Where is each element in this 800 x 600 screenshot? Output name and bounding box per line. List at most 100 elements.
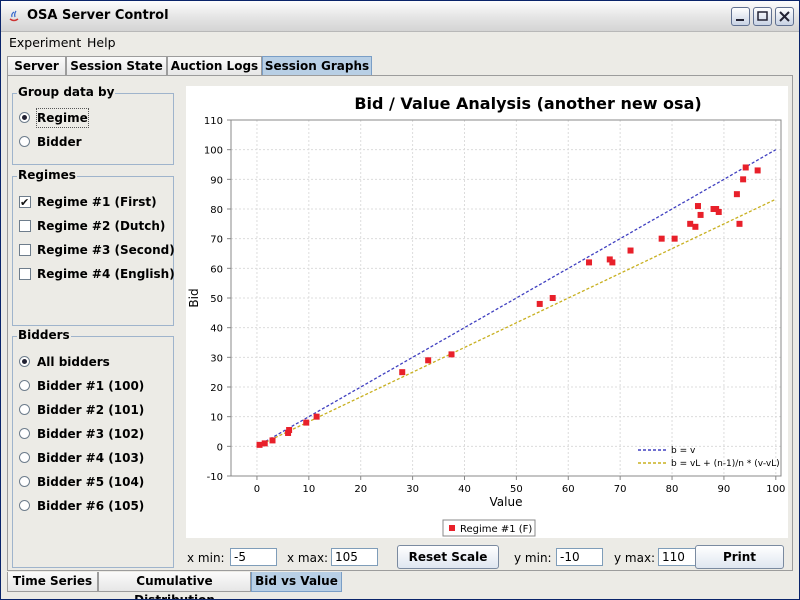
regimes-title: Regimes	[17, 168, 77, 182]
x-tick-label: 70	[614, 484, 627, 495]
data-point	[715, 208, 722, 215]
bidder-1-label: Bidder #1 (100)	[37, 379, 145, 393]
data-point	[697, 211, 704, 218]
radio-indicator	[19, 500, 30, 511]
plot-area	[230, 119, 782, 477]
x-tick-label: 20	[354, 484, 367, 495]
title-bar: OSA Server Control	[1, 1, 799, 32]
window-title: OSA Server Control	[27, 8, 169, 23]
data-point	[586, 259, 593, 266]
regime-1-label: Regime #1 (First)	[37, 195, 157, 209]
radio-indicator	[19, 452, 30, 463]
bidder-all-label: All bidders	[37, 355, 110, 369]
checkbox-indicator	[19, 244, 31, 256]
close-icon	[779, 11, 790, 22]
print-button[interactable]: Print	[695, 545, 784, 569]
data-point	[399, 369, 406, 376]
bidder-2-label: Bidder #2 (101)	[37, 403, 145, 417]
menu-bar: Experiment Help	[1, 32, 799, 53]
y-tick-label: 80	[210, 205, 223, 216]
bidders-panel: Bidders All bidders Bidder #1 (100) Bidd…	[12, 328, 174, 568]
xmax-label: x max:	[287, 551, 329, 565]
close-button[interactable]	[775, 7, 794, 26]
y-tick-label: 60	[210, 264, 223, 275]
data-point	[425, 357, 432, 364]
data-point	[671, 235, 678, 242]
data-point	[658, 235, 665, 242]
session-graphs-panel: Group data by Regime Bidder Regimes Regi…	[7, 75, 793, 571]
chart-title: Bid / Value Analysis (another new osa)	[354, 94, 701, 113]
reset-scale-button[interactable]: Reset Scale	[397, 545, 499, 569]
data-point	[303, 419, 310, 426]
ymin-field[interactable]: -10	[556, 548, 603, 566]
bidder-3-label: Bidder #3 (102)	[37, 427, 145, 441]
legend-label-bv: b = v	[671, 446, 696, 456]
regimes-panel: Regimes Regime #1 (First) Regime #2 (Dut…	[12, 168, 175, 326]
radio-indicator	[19, 112, 30, 123]
series-legend: Regime #1 (F)	[442, 519, 536, 537]
minimize-icon	[736, 19, 744, 21]
series-legend-label: Regime #1 (F)	[460, 524, 532, 535]
bidders-title: Bidders	[17, 328, 71, 342]
data-point	[256, 441, 263, 448]
xmax-field[interactable]: 105	[331, 548, 378, 566]
bidder-5-label: Bidder #5 (104)	[37, 475, 145, 489]
y-tick-label: 50	[210, 294, 223, 305]
series-legend-box	[442, 519, 536, 537]
xmin-label: x min:	[187, 551, 225, 565]
group-by-regime-label: Regime	[36, 108, 89, 128]
menu-experiment[interactable]: Experiment	[9, 35, 82, 50]
radio-indicator	[19, 476, 30, 487]
radio-indicator	[19, 136, 30, 147]
y-tick-label: 10	[210, 413, 223, 424]
xmin-field[interactable]: -5	[230, 548, 277, 566]
tab-session-graphs[interactable]: Session Graphs	[262, 56, 372, 75]
tab-bid-vs-value[interactable]: Bid vs Value	[251, 572, 342, 592]
data-point	[736, 220, 743, 227]
ymax-field[interactable]: 110	[658, 548, 705, 566]
data-point	[269, 437, 276, 444]
bidder-6-label: Bidder #6 (105)	[37, 499, 145, 513]
radio-indicator	[19, 404, 30, 415]
data-point	[692, 223, 699, 230]
data-point	[313, 413, 320, 420]
bid-value-chart: Bid / Value Analysis (another new osa) 0…	[187, 94, 785, 537]
tab-session-state[interactable]: Session State	[66, 56, 167, 75]
group-data-by-title: Group data by	[17, 85, 116, 99]
y-tick-label: 40	[210, 324, 223, 335]
minimize-button[interactable]	[731, 7, 750, 26]
data-point	[740, 176, 747, 183]
x-tick-label: 90	[718, 484, 731, 495]
y-tick-label: 20	[210, 383, 223, 394]
java-icon	[9, 10, 19, 22]
tab-cumulative-distribution[interactable]: Cumulative Distribution	[98, 572, 251, 599]
y-axis-label: Bid	[187, 288, 201, 307]
x-axis-label: Value	[490, 495, 523, 509]
y-tick-label: 0	[217, 442, 223, 453]
data-point	[448, 351, 455, 358]
tab-auction-logs[interactable]: Auction Logs	[167, 56, 262, 75]
x-tick-label: 80	[666, 484, 679, 495]
regime-3-label: Regime #3 (Second)	[37, 243, 175, 257]
data-point	[694, 203, 701, 210]
chart-panel: Bid / Value Analysis (another new osa) 0…	[186, 86, 788, 538]
tab-server[interactable]: Server	[7, 56, 66, 75]
y-tick-label: -10	[207, 472, 223, 483]
menu-help[interactable]: Help	[87, 35, 116, 50]
x-tick-label: 0	[254, 484, 260, 495]
checkbox-indicator	[19, 194, 31, 212]
series-legend-swatch	[449, 525, 455, 531]
y-tick-label: 30	[210, 353, 223, 364]
data-point	[609, 259, 616, 266]
maximize-button[interactable]	[753, 7, 772, 26]
x-tick-label: 100	[766, 484, 785, 495]
regime-2-label: Regime #2 (Dutch)	[37, 219, 166, 233]
data-point	[754, 167, 761, 174]
radio-indicator	[19, 380, 30, 391]
radio-indicator	[19, 428, 30, 439]
y-tick-label: 90	[210, 175, 223, 186]
x-tick-label: 40	[458, 484, 471, 495]
tab-time-series[interactable]: Time Series	[7, 572, 98, 592]
data-point	[733, 191, 740, 198]
data-point	[742, 164, 749, 171]
